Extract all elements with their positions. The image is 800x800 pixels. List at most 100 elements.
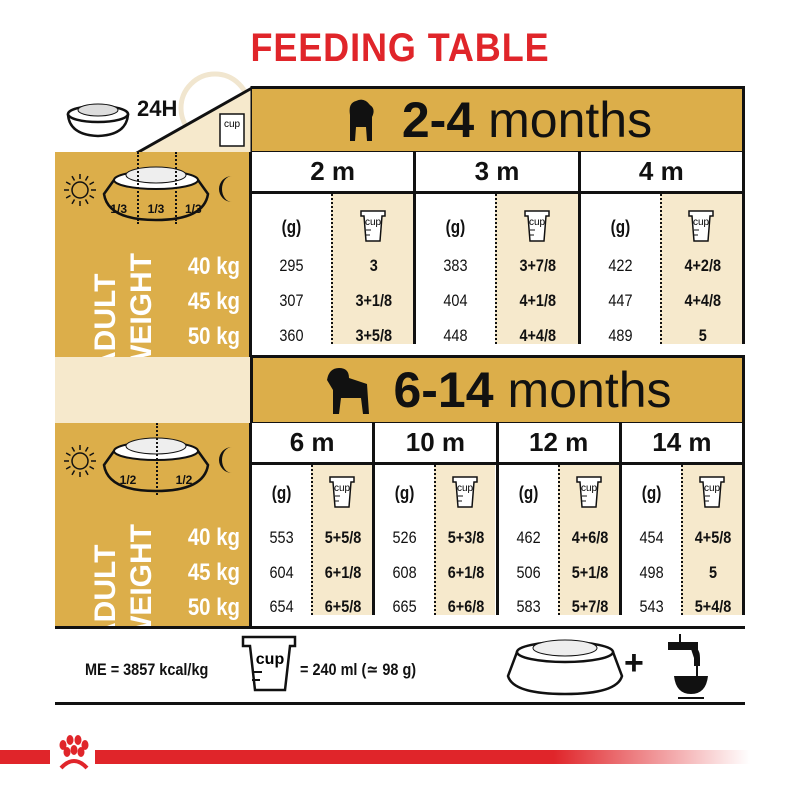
brand-band	[0, 750, 50, 764]
cups-value: 4+6/8	[571, 528, 608, 547]
cups-value: 3	[369, 256, 378, 275]
grams-header: (g)	[395, 482, 415, 503]
svg-text:cup: cup	[457, 483, 474, 494]
month-header: 6 m	[252, 423, 376, 465]
weight-value: 50 kg	[187, 594, 240, 621]
puppy-icon	[349, 99, 374, 141]
grams-value: 454	[639, 528, 664, 547]
column-border	[372, 465, 376, 615]
cups-value: 5+5/8	[324, 528, 362, 547]
moon-icon	[216, 174, 240, 204]
grams-value: 448	[443, 326, 468, 345]
grams-value: 295	[279, 256, 304, 275]
cups-value: 4+4/8	[683, 291, 721, 310]
grams-value: 307	[279, 291, 304, 310]
grams-value: 665	[392, 597, 417, 616]
grams-value: 526	[392, 528, 417, 547]
grams-value: 462	[516, 528, 541, 547]
grams-value: 553	[269, 528, 294, 547]
month-header: 2 m	[252, 152, 417, 194]
cups-value: 4+1/8	[519, 291, 557, 310]
month-header: 3 m	[416, 152, 581, 194]
spacer-panel	[55, 357, 252, 423]
cups-value: 5+1/8	[571, 563, 608, 582]
cups-value: 5+7/8	[571, 597, 608, 616]
weight-value: 45 kg	[187, 559, 240, 586]
grams-value: 608	[392, 563, 417, 582]
svg-text:cup: cup	[334, 483, 351, 494]
age-range: 2-4	[401, 92, 475, 148]
cups-value: 3+1/8	[355, 291, 392, 310]
svg-text:cup: cup	[581, 483, 598, 494]
grams-value: 654	[269, 597, 294, 616]
royal-canin-crown-logo	[59, 735, 89, 770]
age-unit: months	[488, 92, 653, 148]
age-range: 6-14	[393, 362, 494, 418]
adult-dog-icon	[327, 368, 370, 414]
cup-icon: cup	[523, 209, 551, 243]
cup-icon: cup	[698, 475, 726, 509]
grams-value: 422	[608, 256, 633, 275]
cup-icon: cup	[241, 635, 297, 692]
portion-fraction: 1/2	[175, 473, 193, 487]
grams-header: (g)	[445, 216, 466, 237]
cup-icon: cup	[575, 475, 603, 509]
weight-value: 40 kg	[187, 253, 240, 280]
grams-value: 543	[639, 597, 664, 616]
food-bowl-portions-icon	[100, 154, 212, 224]
page-title: FEEDING TABLE	[250, 26, 550, 70]
age-unit: months	[507, 362, 672, 418]
cup-icon: cup	[687, 209, 715, 243]
column-border	[742, 194, 745, 344]
column-border	[495, 465, 499, 615]
grams-header: (g)	[271, 482, 292, 503]
cups-value: 6+5/8	[324, 597, 362, 616]
portion-fraction: 1/3	[147, 202, 165, 216]
grams-value: 360	[279, 326, 304, 345]
column-border	[742, 465, 745, 615]
24h-label: 24H	[137, 96, 178, 121]
cup-icon: cup	[328, 475, 356, 509]
cups-value: 4+2/8	[683, 256, 721, 275]
grams-header: (g)	[281, 216, 302, 237]
cup-icon: cup	[359, 209, 387, 243]
metabolizable-energy: ME = 3857 kcal/kg	[85, 660, 209, 679]
grams-value: 447	[608, 291, 633, 310]
column-divider	[434, 465, 437, 615]
month-header: 4 m	[580, 152, 745, 194]
cup-icon: cup	[451, 475, 479, 509]
month-header: 10 m	[375, 423, 499, 465]
section-6-14-months-header: 6-14 months	[250, 355, 745, 425]
cups-value: 3+5/8	[355, 326, 392, 345]
portion-divider	[156, 423, 158, 495]
cup-equivalence: = 240 ml (≃ 98 g)	[300, 660, 417, 679]
weight-value: 40 kg	[187, 524, 240, 551]
grams-header: (g)	[610, 216, 630, 237]
grams-value: 506	[516, 563, 541, 582]
cups-value: 4+4/8	[519, 326, 557, 345]
grams-value: 489	[608, 326, 633, 345]
water-tap-icon	[668, 634, 708, 699]
cups-value: 5	[708, 563, 717, 582]
plus-sign: +	[624, 644, 644, 682]
corner-divider: cup	[55, 86, 255, 156]
weight-value: 45 kg	[187, 288, 240, 315]
cups-value: 6+1/8	[448, 563, 485, 582]
grams-value: 383	[443, 256, 468, 275]
svg-text:cup: cup	[256, 651, 285, 668]
month-header: 12 m	[498, 423, 622, 465]
sun-icon	[62, 443, 98, 479]
cups-value: 5	[698, 326, 707, 345]
column-divider	[311, 465, 314, 615]
column-divider	[330, 194, 333, 344]
cup-icon-text: cup	[224, 119, 241, 130]
column-divider	[495, 194, 498, 344]
divider	[55, 626, 745, 629]
svg-text:cup: cup	[704, 483, 721, 494]
column-divider	[557, 465, 560, 615]
grams-header: (g)	[518, 482, 538, 503]
cups-value: 5+4/8	[694, 597, 732, 616]
column-divider	[659, 194, 662, 344]
svg-text:cup: cup	[365, 217, 382, 228]
grams-value: 583	[516, 597, 541, 616]
